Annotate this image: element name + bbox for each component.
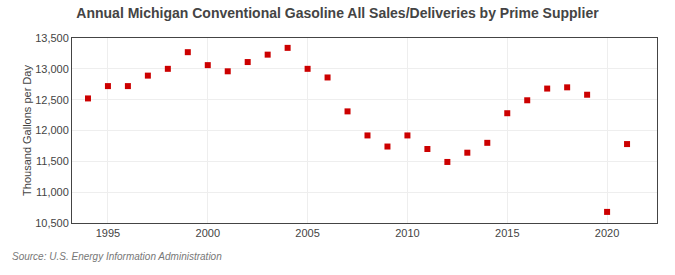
svg-text:13,500: 13,500 — [35, 32, 69, 44]
svg-text:Thousand Gallons per Day: Thousand Gallons per Day — [21, 65, 33, 196]
svg-text:13,000: 13,000 — [35, 63, 69, 75]
svg-text:12,500: 12,500 — [35, 94, 69, 106]
svg-text:Annual Michigan Conventional G: Annual Michigan Conventional Gasoline Al… — [76, 5, 599, 21]
svg-text:12,000: 12,000 — [35, 124, 69, 136]
svg-text:10,500: 10,500 — [35, 217, 69, 229]
svg-text:1995: 1995 — [96, 227, 120, 239]
svg-text:Source: U.S. Energy Informatio: Source: U.S. Energy Information Administ… — [12, 251, 222, 262]
svg-text:2010: 2010 — [395, 227, 419, 239]
svg-text:11,500: 11,500 — [36, 155, 69, 167]
svg-text:2015: 2015 — [495, 227, 519, 239]
svg-text:2020: 2020 — [595, 227, 619, 239]
svg-text:11,000: 11,000 — [36, 186, 69, 198]
svg-text:2000: 2000 — [196, 227, 220, 239]
svg-text:2005: 2005 — [295, 227, 319, 239]
